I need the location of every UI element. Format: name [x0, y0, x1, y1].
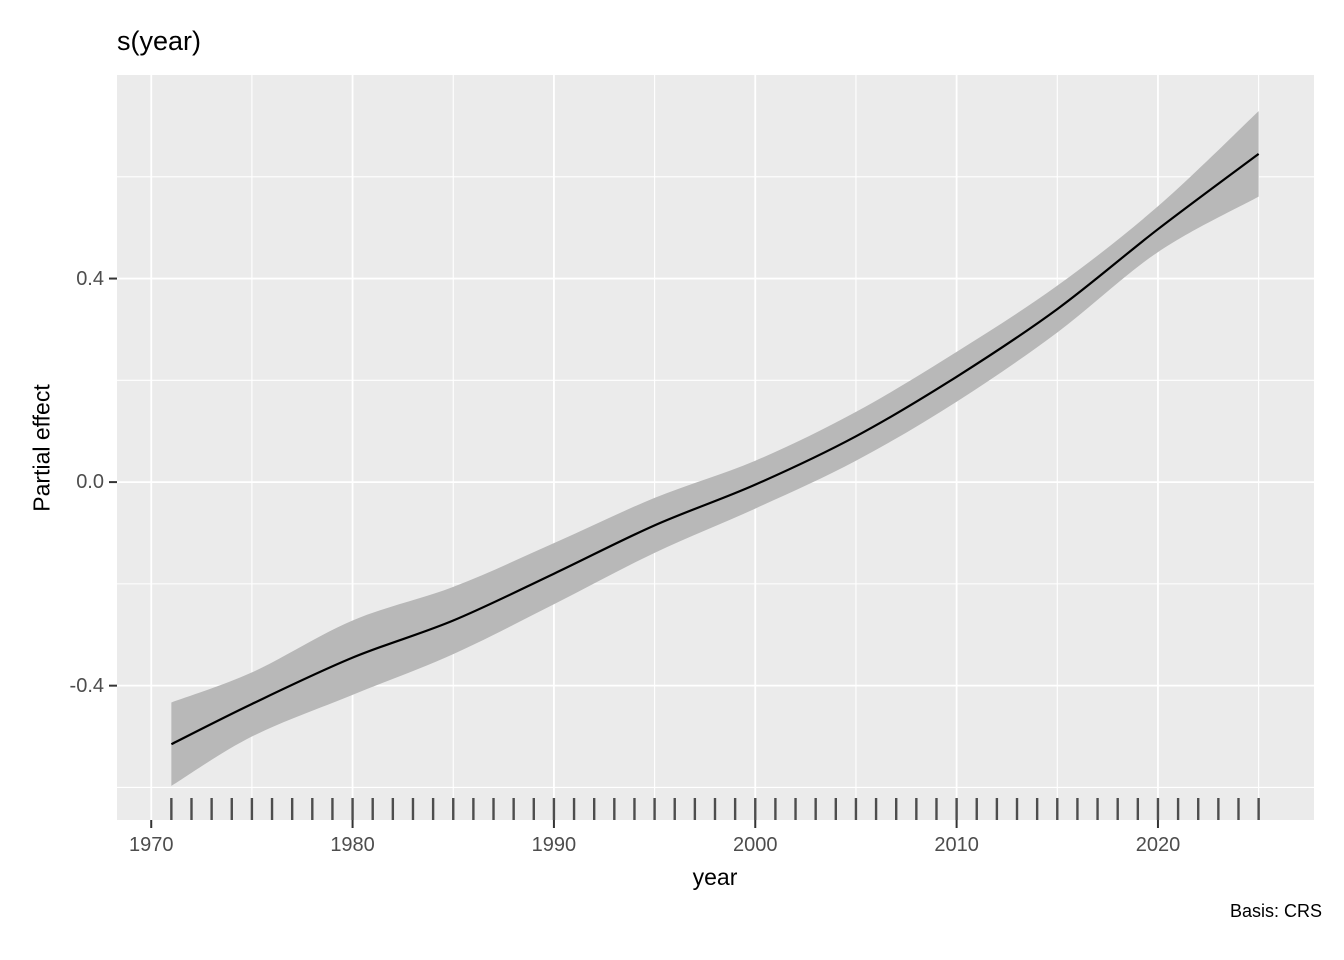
y-tick-label: 0.0 [76, 471, 104, 494]
x-tick-label: 2000 [733, 834, 778, 856]
y-tick-label: 0.4 [76, 267, 104, 290]
x-tick-label: 2010 [934, 834, 979, 856]
confidence-ribbon [171, 111, 1259, 786]
x-tick-label: 1990 [531, 834, 577, 856]
caption-basis: Basis: CRS [1229, 901, 1322, 921]
x-axis-title: year [692, 864, 738, 890]
y-tick-label: -0.4 [69, 674, 104, 697]
x-tick-label: 1970 [128, 834, 174, 856]
smooth-line [170, 152, 1260, 746]
x-tick-label: 1980 [330, 834, 375, 856]
x-tick-label: 2020 [1135, 834, 1181, 856]
plot-title: s(year) [117, 26, 202, 56]
